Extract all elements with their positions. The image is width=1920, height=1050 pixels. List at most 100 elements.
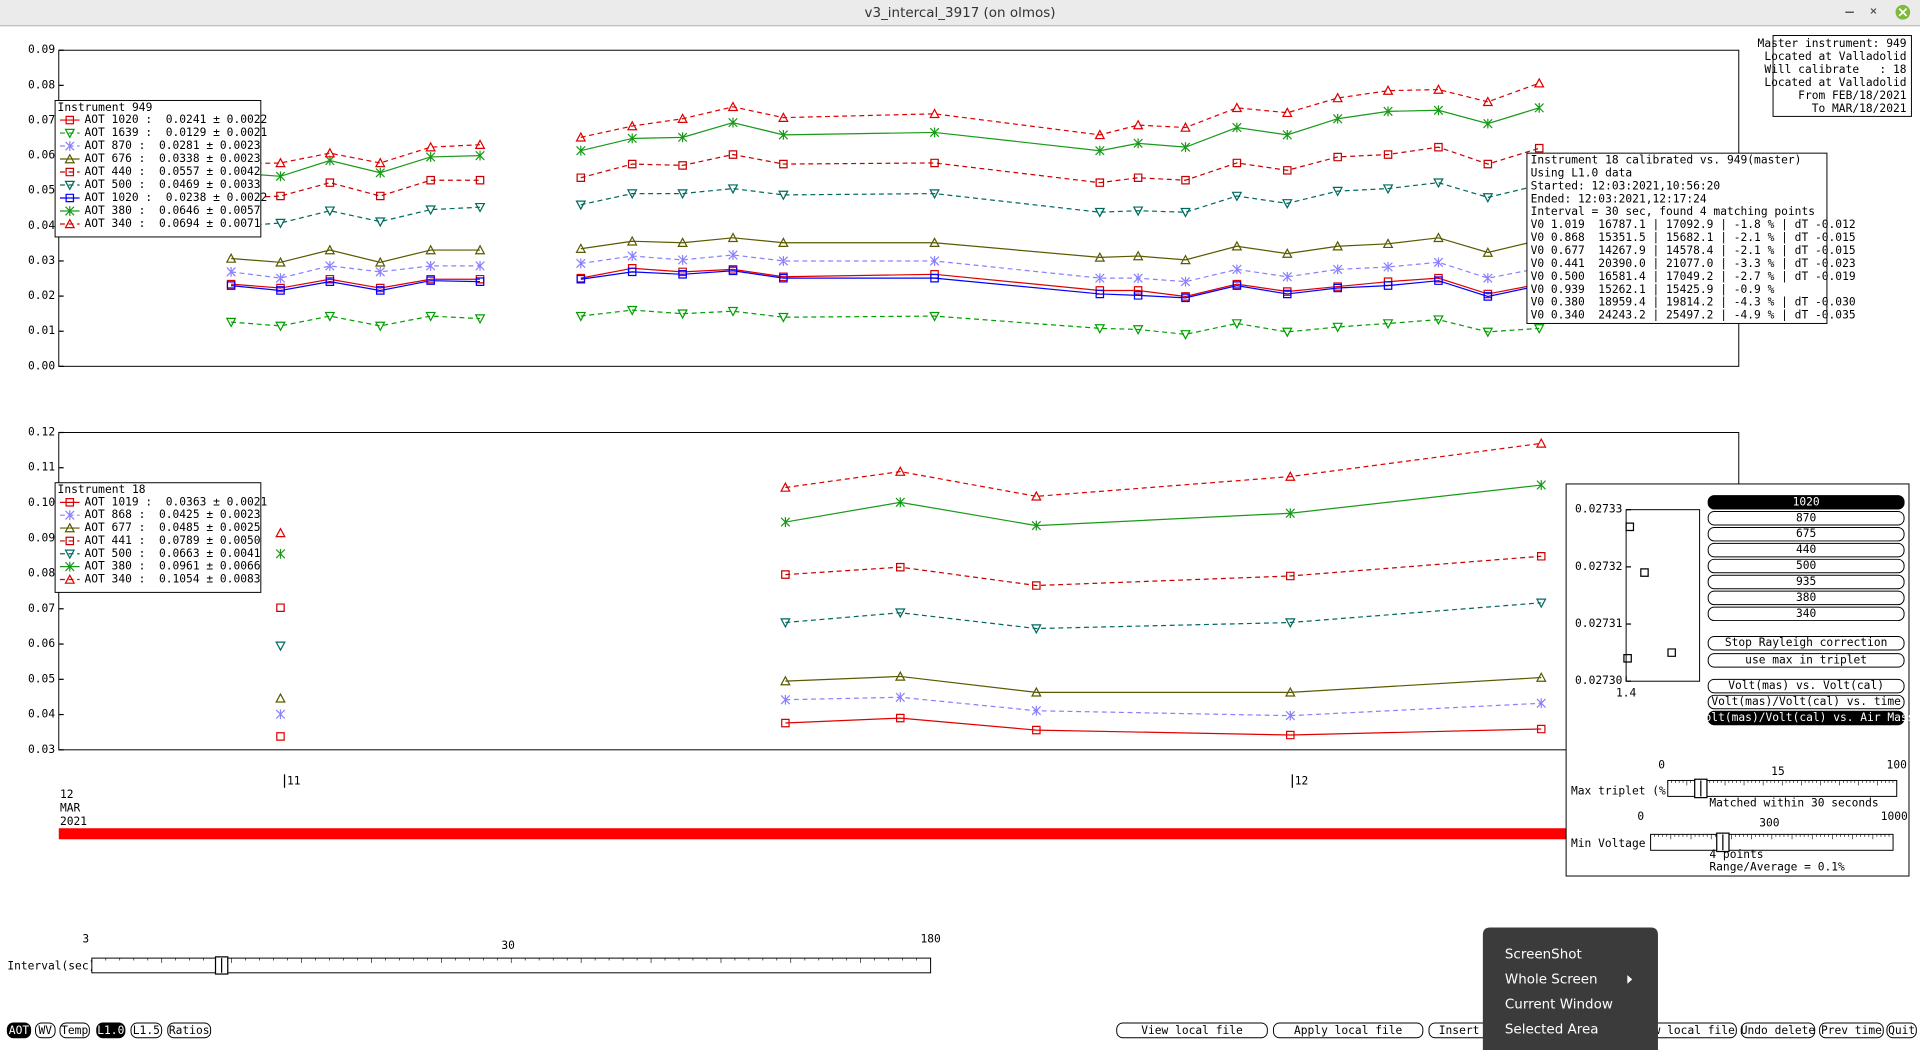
calibration-line: Using L1.0 data [1531,166,1633,179]
data-point [1383,262,1393,272]
panel-button[interactable] [1707,636,1905,651]
data-point [677,132,688,143]
panel-button[interactable] [1707,511,1905,526]
calibration-line: V0 0.500 16581.4 | 17049.2 | -2.7 % | dT… [1531,270,1856,283]
toggle-button[interactable] [96,1022,126,1039]
data-point [1132,206,1144,217]
data-point [626,235,638,246]
data-point [225,252,237,263]
panel-button-label: 340 [1796,607,1817,620]
toggle-button[interactable] [167,1022,212,1039]
data-point [275,256,286,267]
calibration-line: Ended: 12:03:2021,12:17:24 [1531,192,1707,205]
data-point [1640,568,1649,577]
data-point [626,189,638,200]
data-point [728,150,738,159]
panel-button[interactable] [1707,710,1905,726]
data-point [324,147,336,158]
data-point [276,603,285,613]
action-button[interactable] [1272,1022,1424,1039]
panel-button[interactable] [1707,694,1905,710]
data-point [1095,289,1105,299]
panel-button-label: 675 [1796,527,1816,540]
action-button[interactable] [1819,1022,1884,1039]
panel-button[interactable] [1707,526,1905,542]
legend-swatch [65,498,75,507]
series-line [785,442,1542,497]
data-point [425,141,436,152]
calibration-line: V0 0.441 20390.0 | 21077.0 | -3.3 % | dT… [1531,257,1856,270]
data-point [426,276,435,285]
legend-entry: AOT 1020 : 0.0241 ± 0.0022 [84,113,267,126]
data-point [677,113,688,124]
panel-button[interactable] [1707,678,1905,694]
maximize-button[interactable] [1870,8,1877,14]
data-point [894,670,906,681]
panel-button[interactable] [1707,574,1905,590]
toggle-button[interactable] [6,1022,32,1039]
slider-tick-label: 300 [1759,816,1780,829]
panel-button[interactable] [1707,542,1905,558]
panel-button[interactable] [1707,590,1905,606]
action-button[interactable] [1740,1022,1816,1039]
data-point [1483,159,1493,169]
data-point [576,173,586,183]
panel-button-label: 500 [1796,559,1817,572]
legend-entry: AOT 1639 : 0.0129 ± 0.0021 [84,126,267,139]
data-point [1625,522,1635,532]
toggle-button[interactable] [35,1022,56,1039]
panel-button[interactable] [1707,495,1905,510]
panel-button-label: 380 [1796,591,1817,604]
legend-entry: AOT 440 : 0.0557 ± 0.0042 [84,165,260,178]
data-point [894,466,906,476]
panel-button[interactable] [1707,606,1905,622]
panel-button[interactable] [1707,558,1905,574]
panel-button[interactable] [1707,653,1905,668]
data-point [1433,105,1444,116]
data-point [929,127,940,138]
context-menu-item[interactable]: Current Window [1505,996,1613,1012]
data-point [778,256,789,266]
data-point [425,311,436,322]
data-point [275,273,286,284]
toggle-button[interactable] [59,1022,90,1039]
slider-caption: Range/Average = 0.1% [1709,860,1845,873]
data-point [929,256,940,266]
data-point [781,570,790,579]
data-point [1383,106,1393,117]
slider-tick-label: 30 [501,939,515,952]
slider-label: Max triplet (%) [1571,784,1673,797]
data-point [275,709,286,720]
legend-swatch [64,522,76,533]
data-point [929,189,940,200]
toggle-button[interactable] [130,1022,163,1039]
toggle-label: AOT [9,1024,30,1037]
action-button[interactable] [1116,1022,1268,1039]
legend-swatch [64,218,76,229]
data-point [727,306,739,317]
panel-button-label: 870 [1796,511,1817,524]
data-point [780,517,791,527]
data-point [475,150,485,161]
context-menu-item[interactable]: Whole Screen [1505,971,1598,987]
data-point [727,232,739,243]
data-point [276,191,285,201]
data-point [1332,264,1343,275]
data-point [1231,319,1243,330]
series-line [231,107,1540,177]
slider-tick-label: 0 [1637,810,1644,823]
context-menu-item[interactable]: Selected Area [1505,1021,1599,1037]
data-point [1031,705,1042,716]
title-bar [0,0,1920,26]
data-point [626,305,638,316]
context-menu-item[interactable]: ScreenShot [1505,946,1582,962]
data-point [929,311,940,322]
action-button[interactable] [1886,1022,1917,1039]
date-label: 12 [60,788,74,801]
data-point [275,641,286,652]
y-tick-label: 0.04 [28,219,55,232]
window-title: v3_intercal_3917 (on olmos) [865,5,1056,21]
toggle-label: Ratios [169,1024,210,1037]
action-button-label: Quit [1888,1024,1915,1037]
